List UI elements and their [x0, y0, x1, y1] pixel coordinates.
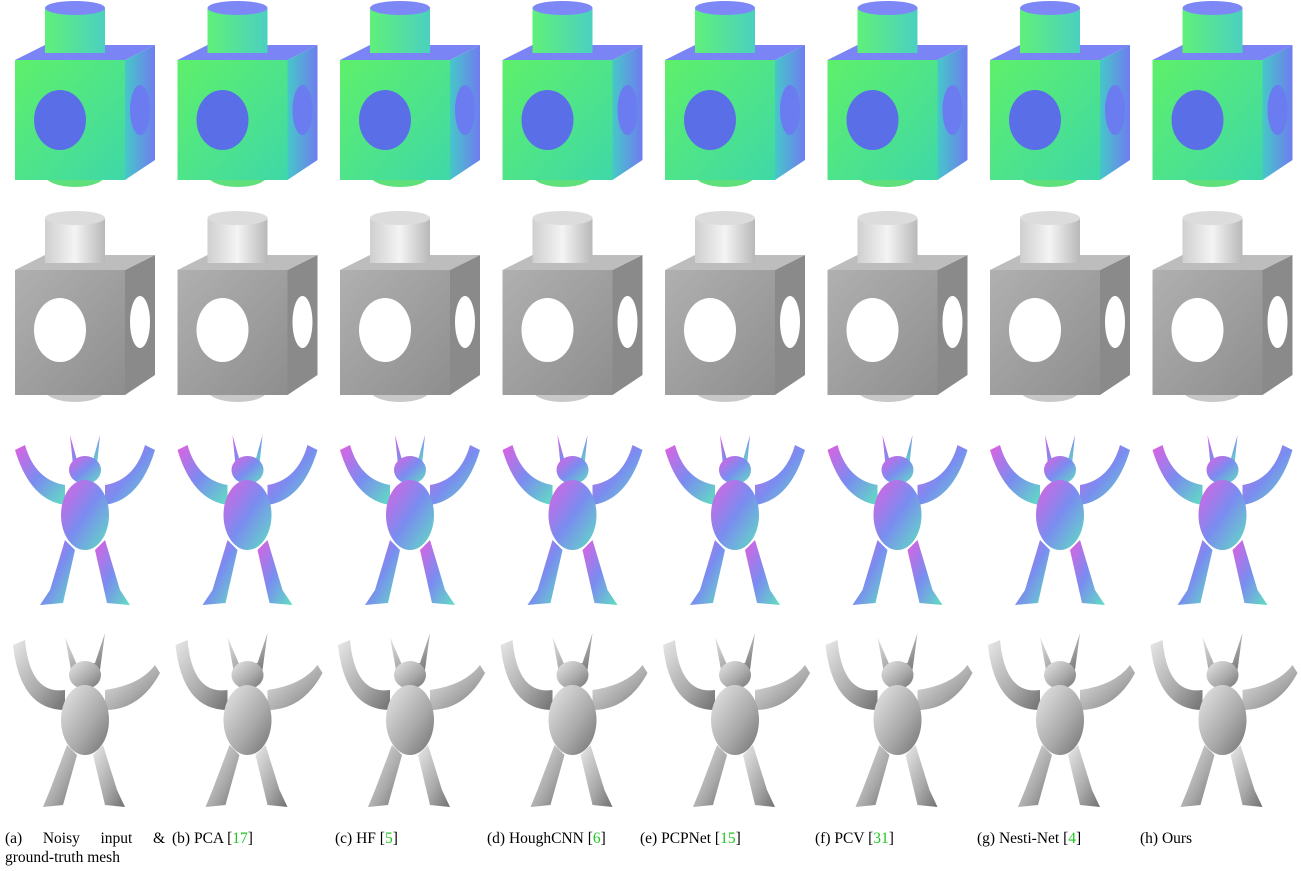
result-image: [1153, 435, 1293, 605]
caption-text: (c) HF [: [335, 830, 385, 847]
result-image: [828, 211, 968, 402]
result-image: [501, 633, 648, 807]
result-image: [828, 1, 968, 187]
result-image: [503, 1, 643, 187]
result-image: [1151, 633, 1298, 807]
result-image: [663, 633, 810, 807]
result-image: [176, 633, 323, 807]
citation: 6: [593, 830, 601, 847]
caption-text: ]: [736, 830, 741, 847]
caption: (b) PCA [17]: [172, 829, 253, 848]
citation: 15: [720, 830, 736, 847]
result-image: [665, 211, 805, 402]
caption-text: (e) PCPNet [: [640, 830, 720, 847]
citation: 4: [1068, 830, 1076, 847]
result-image: [340, 211, 480, 402]
caption-text: (d) HoughCNN [: [487, 830, 593, 847]
result-image: [665, 435, 805, 605]
caption: (a) Noisy input & ground-truth mesh: [5, 829, 165, 867]
result-image: [828, 435, 968, 605]
caption-text: (a) Noisy input & ground-truth mesh: [5, 830, 165, 866]
result-image: [15, 435, 155, 605]
caption-text: ]: [889, 830, 894, 847]
caption-text: ]: [248, 830, 253, 847]
result-image: [340, 1, 480, 187]
result-image: [1153, 211, 1293, 402]
result-image: [15, 211, 155, 402]
result-image: [338, 633, 485, 807]
caption-text: (g) Nesti-Net [: [977, 830, 1068, 847]
caption-text: (b) PCA [: [172, 830, 232, 847]
result-image: [988, 633, 1135, 807]
caption: (e) PCPNet [15]: [640, 829, 741, 848]
result-image: [178, 435, 318, 605]
citation: 5: [385, 830, 393, 847]
result-image: [178, 1, 318, 187]
caption-text: (f) PCV [: [815, 830, 873, 847]
result-image: [826, 633, 973, 807]
caption: (g) Nesti-Net [4]: [977, 829, 1081, 848]
result-image: [340, 435, 480, 605]
result-image: [990, 435, 1130, 605]
result-image: [13, 633, 160, 807]
result-image: [503, 435, 643, 605]
caption-text: ]: [393, 830, 398, 847]
result-image: [990, 1, 1130, 187]
caption: (f) PCV [31]: [815, 829, 894, 848]
caption: (c) HF [5]: [335, 829, 398, 848]
caption-text: ]: [1076, 830, 1081, 847]
result-image: [1153, 1, 1293, 187]
result-image: [178, 211, 318, 402]
caption-text: (h) Ours: [1140, 830, 1192, 847]
figure-page: (a) Noisy input & ground-truth mesh (b) P…: [0, 0, 1301, 871]
caption-text: ]: [601, 830, 606, 847]
result-image: [15, 1, 155, 187]
caption: (d) HoughCNN [6]: [487, 829, 606, 848]
figure-images: [0, 0, 1301, 830]
result-image: [665, 1, 805, 187]
caption: (h) Ours: [1140, 829, 1192, 848]
result-image: [503, 211, 643, 402]
citation: 31: [873, 830, 889, 847]
citation: 17: [232, 830, 248, 847]
result-image: [990, 211, 1130, 402]
